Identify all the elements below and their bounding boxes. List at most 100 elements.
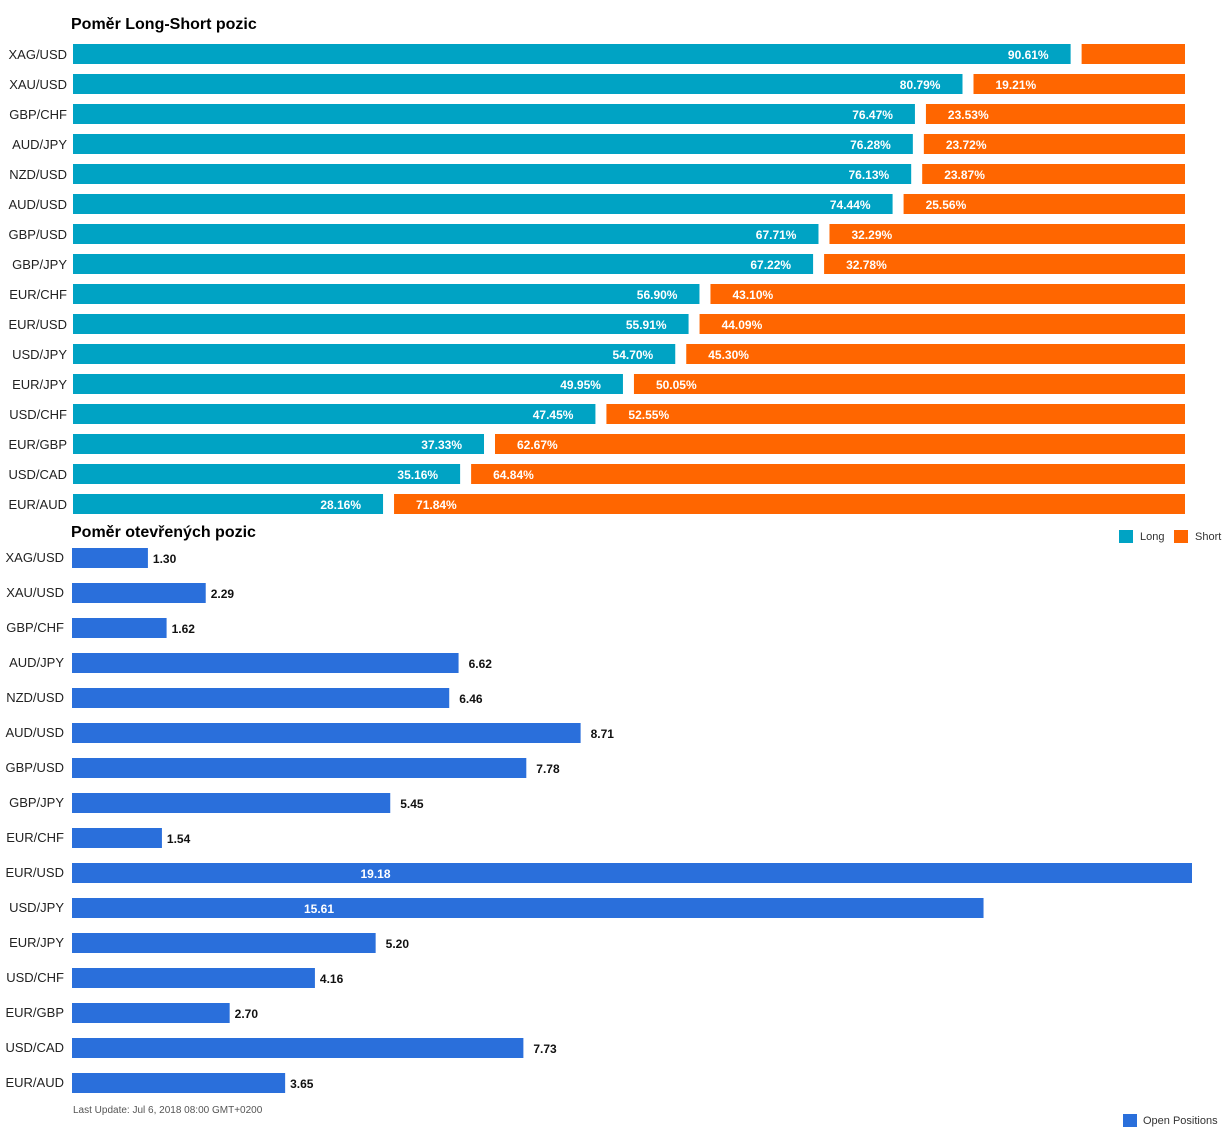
open-positions-label-gbp-jpy: 5.45 [400,797,424,811]
legend-open-positions-swatch [1123,1114,1137,1127]
ls-category-usd-cad: USD/CAD [8,467,67,482]
short-bar-usd-chf [606,404,1185,424]
op-category-eur-chf: EUR/CHF [6,830,64,845]
open-positions-bars: XAG/USD 1.30 XAU/USD 2.29 GBP/CHF 1.62 AUD/JPY… [5,548,1192,1093]
short-bar-xag-usd [1081,44,1185,64]
ls-category-eur-gbp: EUR/GBP [8,437,67,452]
long-bar-usd-jpy [73,344,676,364]
op-category-xau-usd: XAU/USD [6,585,64,600]
ls-category-xag-usd: XAG/USD [8,47,67,62]
op-category-xag-usd: XAG/USD [5,550,64,565]
short-label-eur-jpy: 50.05% [656,378,697,392]
long-bar-eur-jpy [73,374,623,394]
short-bar-eur-chf [710,284,1185,304]
op-category-eur-gbp: EUR/GBP [5,1005,64,1020]
open-positions-label-xau-usd: 2.29 [211,587,235,601]
legend-long-swatch [1119,530,1133,543]
short-bar-eur-gbp [495,434,1185,454]
ls-category-xau-usd: XAU/USD [9,77,67,92]
open-positions-label-eur-usd: 19.18 [361,867,391,881]
long-label-usd-jpy: 54.70% [613,348,654,362]
open-positions-bar-xau-usd [72,583,206,603]
op-category-aud-jpy: AUD/JPY [9,655,64,670]
open-positions-bar-xag-usd [72,548,148,568]
long-label-xau-usd: 80.79% [900,78,941,92]
long-label-nzd-usd: 76.13% [848,168,889,182]
short-label-xau-usd: 19.21% [995,78,1036,92]
short-label-gbp-jpy: 32.78% [846,258,887,272]
op-category-eur-aud: EUR/AUD [5,1075,64,1090]
op-category-gbp-chf: GBP/CHF [6,620,64,635]
long-bar-aud-jpy [73,134,913,154]
short-label-aud-usd: 25.56% [926,198,967,212]
op-category-usd-chf: USD/CHF [6,970,64,985]
open-positions-label-gbp-usd: 7.78 [536,762,560,776]
short-label-usd-chf: 52.55% [628,408,669,422]
long-short-legend: Long Short [1119,530,1221,543]
short-bar-xau-usd [973,74,1185,94]
short-bar-aud-jpy [923,134,1185,154]
open-positions-bar-usd-jpy [72,898,984,918]
long-label-eur-aud: 28.16% [320,498,361,512]
long-short-bars: XAG/USD 90.61% XAU/USD 80.79% 19.21% GBP/CHF 7… [8,44,1186,514]
short-bar-eur-aud [394,494,1185,514]
long-label-eur-usd: 55.91% [626,318,667,332]
short-bar-usd-jpy [686,344,1185,364]
open-positions-bar-eur-usd [72,863,1192,883]
op-category-usd-jpy: USD/JPY [9,900,64,915]
long-label-eur-chf: 56.90% [637,288,678,302]
open-positions-label-eur-jpy: 5.20 [386,937,410,951]
short-bar-aud-usd [903,194,1185,214]
short-label-gbp-chf: 23.53% [948,108,989,122]
open-positions-label-eur-chf: 1.54 [167,832,191,846]
open-positions-label-eur-aud: 3.65 [290,1077,314,1091]
open-positions-bar-eur-jpy [72,933,376,953]
short-label-aud-jpy: 23.72% [946,138,987,152]
open-positions-label-usd-jpy: 15.61 [304,902,334,916]
long-bar-aud-usd [73,194,893,214]
long-bar-eur-gbp [73,434,485,454]
short-bar-eur-jpy [633,374,1185,394]
open-positions-label-aud-usd: 8.71 [591,727,615,741]
open-positions-bar-eur-aud [72,1073,286,1093]
ls-category-usd-chf: USD/CHF [9,407,67,422]
ls-category-eur-jpy: EUR/JPY [12,377,67,392]
long-label-eur-jpy: 49.95% [560,378,601,392]
ls-category-nzd-usd: NZD/USD [9,167,67,182]
ls-category-eur-aud: EUR/AUD [8,497,67,512]
open-positions-label-usd-cad: 7.73 [533,1042,557,1056]
long-label-usd-chf: 47.45% [533,408,574,422]
long-bar-eur-aud [73,494,384,514]
short-label-eur-chf: 43.10% [732,288,773,302]
long-label-usd-cad: 35.16% [397,468,438,482]
open-positions-legend: Open Positions [1123,1114,1218,1127]
ls-category-eur-usd: EUR/USD [8,317,67,332]
op-category-eur-usd: EUR/USD [5,865,64,880]
open-positions-bar-usd-chf [72,968,315,988]
open-positions-bar-aud-jpy [72,653,459,673]
ls-category-gbp-chf: GBP/CHF [9,107,67,122]
legend-short-swatch [1174,530,1188,543]
open-positions-label-aud-jpy: 6.62 [469,657,493,671]
long-label-gbp-usd: 67.71% [756,228,797,242]
short-label-usd-cad: 64.84% [493,468,534,482]
op-category-gbp-jpy: GBP/JPY [9,795,64,810]
long-bar-gbp-chf [73,104,915,124]
short-bar-gbp-jpy [824,254,1185,274]
open-positions-bar-aud-usd [72,723,581,743]
open-positions-label-gbp-chf: 1.62 [172,622,196,636]
legend-short-label: Short [1195,531,1221,543]
open-positions-bar-gbp-jpy [72,793,391,813]
short-label-eur-aud: 71.84% [416,498,457,512]
long-bar-nzd-usd [73,164,912,184]
ls-category-gbp-jpy: GBP/JPY [12,257,67,272]
long-label-gbp-chf: 76.47% [852,108,893,122]
short-bar-usd-cad [471,464,1186,484]
long-bar-usd-cad [73,464,461,484]
open-positions-label-usd-chf: 4.16 [320,972,344,986]
op-category-usd-cad: USD/CAD [5,1040,64,1055]
long-bar-gbp-jpy [73,254,814,274]
long-short-chart-title: Poměr Long-Short pozic [71,16,257,33]
